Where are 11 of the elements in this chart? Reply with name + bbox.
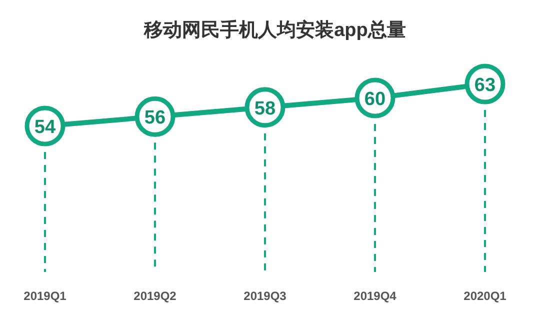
data-label: 56 — [144, 108, 166, 129]
x-tick-label: 2019Q3 — [244, 289, 287, 303]
data-label: 58 — [254, 98, 276, 120]
x-tick-label: 2020Q1 — [464, 289, 507, 303]
data-label: 54 — [34, 117, 56, 138]
x-tick-label: 2019Q4 — [354, 289, 397, 303]
x-tick-label: 2019Q1 — [24, 289, 67, 303]
chart-title: 移动网民手机人均安装app总量 — [143, 19, 406, 41]
x-tick-label: 2019Q2 — [134, 289, 177, 303]
data-label: 63 — [474, 75, 496, 96]
data-label: 60 — [364, 89, 386, 110]
